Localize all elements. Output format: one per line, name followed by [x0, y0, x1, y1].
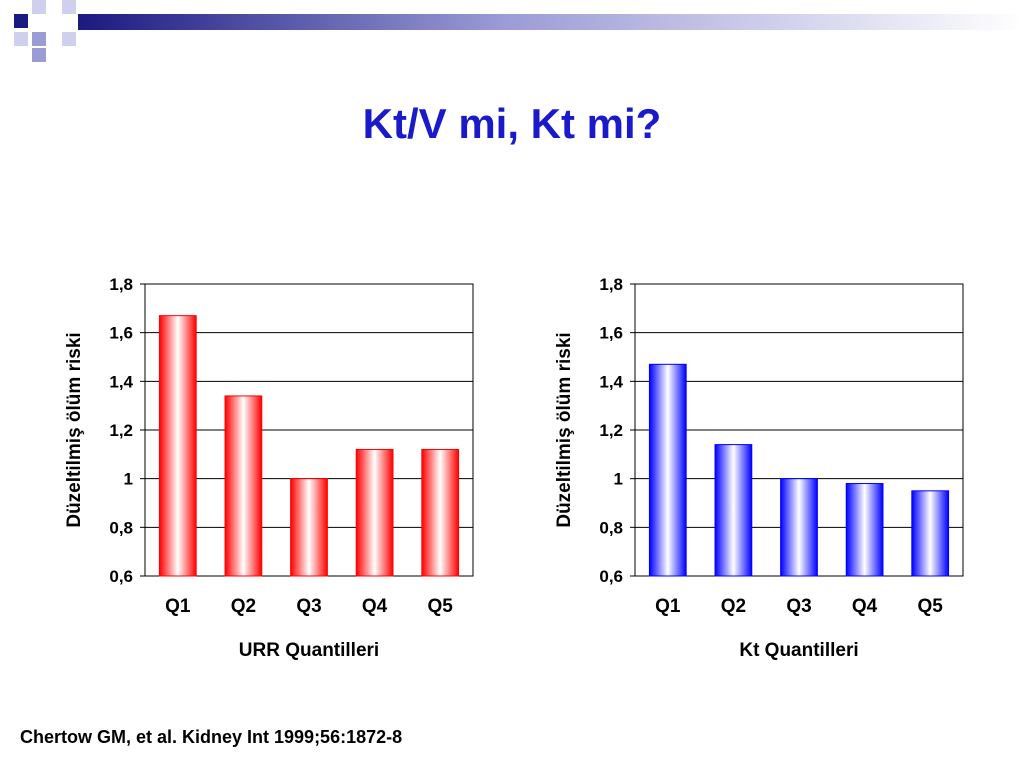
y-tick-label: 0,8 — [109, 518, 133, 537]
x-tick-label: Q1 — [165, 596, 191, 617]
y-axis-label: Düzeltilmiş ölüm riski — [64, 332, 85, 527]
decor-square — [32, 0, 46, 14]
slide-decoration — [14, 0, 1024, 62]
y-tick-label: 1,4 — [109, 372, 133, 391]
bar-q4 — [355, 448, 394, 577]
x-tick-label: Q2 — [721, 596, 746, 617]
y-tick-label: 1,8 — [599, 275, 623, 294]
x-tick-label: Q5 — [918, 596, 944, 617]
decor-square — [32, 48, 46, 62]
y-axis-label: Düzeltilmiş ölüm riski — [554, 332, 575, 527]
y-tick-label: 1,2 — [109, 421, 133, 440]
bar-q4 — [845, 483, 884, 577]
decor-square — [14, 14, 28, 28]
x-tick-label: Q4 — [362, 596, 388, 617]
bar-q5 — [911, 490, 950, 577]
x-tick-label: Q2 — [231, 596, 256, 617]
x-tick-label: Q3 — [786, 596, 811, 617]
x-axis-label: URR Quantilleri — [239, 640, 379, 661]
kt-mortality-chart: 0,6 0,8 1 1,2 1,4 1,6 1,8 Q1 Q2 Q3 Q4 Q5 Kt Quantill… — [554, 275, 964, 661]
x-tick-label: Q3 — [296, 596, 321, 617]
y-tick-label: 1,6 — [599, 324, 623, 343]
bar-q2 — [714, 444, 753, 577]
citation: Chertow GM, et al. Kidney Int 1999;56:18… — [20, 727, 403, 747]
y-tick-label: 1,6 — [109, 324, 133, 343]
bar-q1 — [648, 363, 687, 577]
decor-square — [32, 32, 46, 46]
x-axis-label: Kt Quantilleri — [739, 640, 858, 661]
y-tick-label: 1 — [124, 470, 133, 489]
y-tick-label: 0,8 — [599, 518, 623, 537]
urr-mortality-chart: 0,6 0,8 1 1,2 1,4 1,6 1,8 Q1 Q2 Q3 Q4 Q5 URR Quantil… — [64, 275, 474, 661]
decor-square — [14, 32, 28, 46]
y-tick-label: 0,6 — [599, 567, 623, 586]
y-tick-label: 1,8 — [109, 275, 133, 294]
x-tick-label: Q1 — [655, 596, 681, 617]
decor-square — [62, 0, 76, 14]
y-tick-label: 1 — [614, 470, 623, 489]
y-tick-label: 1,4 — [599, 372, 623, 391]
y-tick-label: 1,2 — [599, 421, 623, 440]
decor-square — [62, 32, 76, 46]
bar-q5 — [421, 448, 460, 577]
x-tick-label: Q5 — [428, 596, 454, 617]
decor-stripe — [78, 14, 1024, 30]
slide-title: Kt/V mi, Kt mi? — [362, 100, 662, 147]
bar-q2 — [224, 395, 263, 577]
bar-q1 — [158, 315, 197, 577]
bar-q3 — [780, 478, 818, 577]
bar-q3 — [290, 478, 328, 577]
x-tick-label: Q4 — [852, 596, 878, 617]
y-tick-label: 0,6 — [109, 567, 133, 586]
